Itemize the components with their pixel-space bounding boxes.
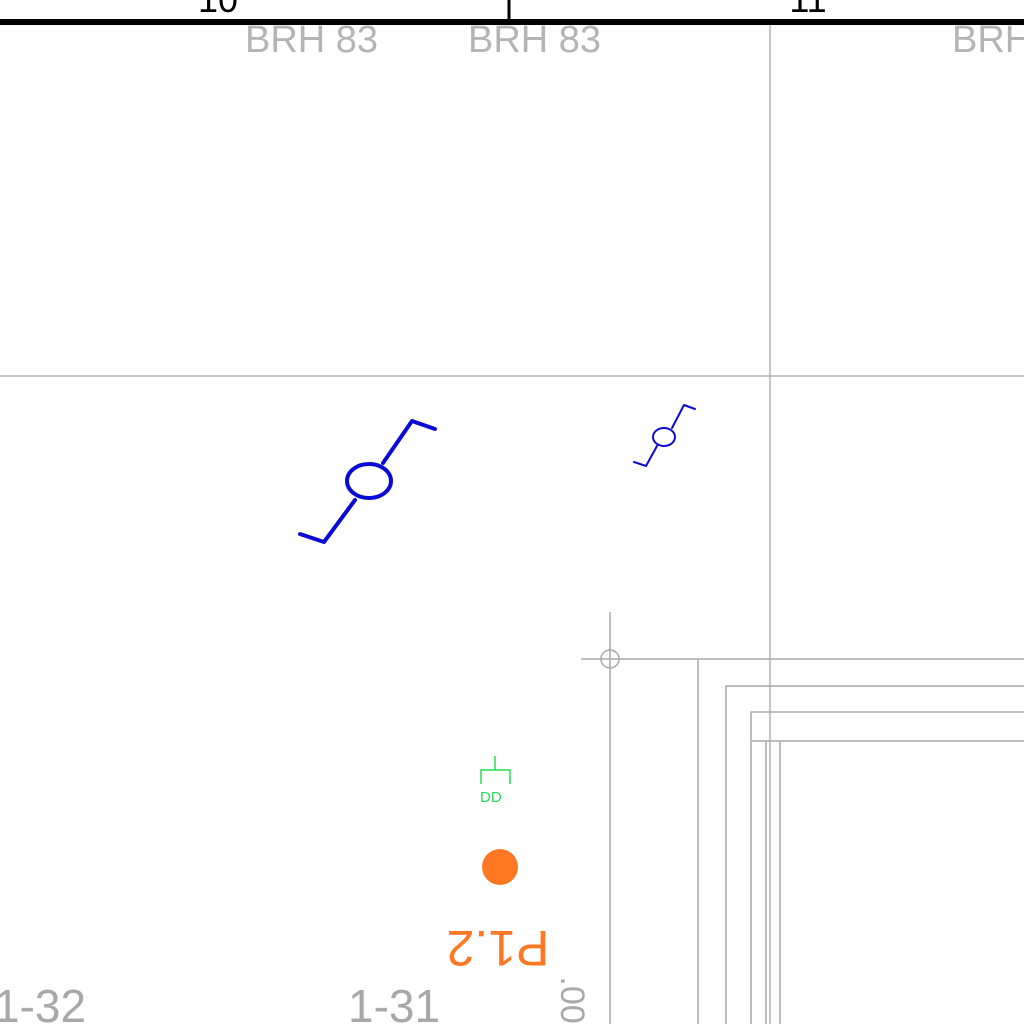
room-label-1-31: 1-31 xyxy=(348,980,440,1024)
grid-label-3: BRH xyxy=(952,19,1024,61)
grid-label-2: BRH 83 xyxy=(468,19,601,61)
room-walls xyxy=(581,612,1024,1024)
fixture-arm-lower xyxy=(300,500,355,542)
data-outlet-label: DD xyxy=(480,789,502,806)
dimension-label: .00 xyxy=(553,976,591,1023)
fixture-arm-upper xyxy=(383,421,435,463)
wall-line xyxy=(751,712,1024,1024)
grid-label-1: BRH 83 xyxy=(245,19,378,61)
column-mark-left: 10 xyxy=(198,0,238,20)
column-mark-right: 11 xyxy=(789,0,826,20)
point-marker-icon xyxy=(482,849,518,885)
point-label: P1.2 xyxy=(447,920,550,976)
outlet-bracket xyxy=(481,770,510,784)
fixture-lamp xyxy=(347,464,391,498)
fixture-arm-upper xyxy=(672,405,695,428)
wall-line xyxy=(766,741,1024,1024)
fixture-arm-lower xyxy=(634,446,657,466)
fixture-lamp xyxy=(653,428,675,446)
light-fixture-small xyxy=(634,405,695,466)
light-fixture-large xyxy=(300,421,435,542)
room-label-1-32: 1-32 xyxy=(0,980,86,1024)
grid-labels: BRH 83 BRH 83 BRH xyxy=(245,19,1024,61)
data-outlet-icon xyxy=(481,756,510,784)
